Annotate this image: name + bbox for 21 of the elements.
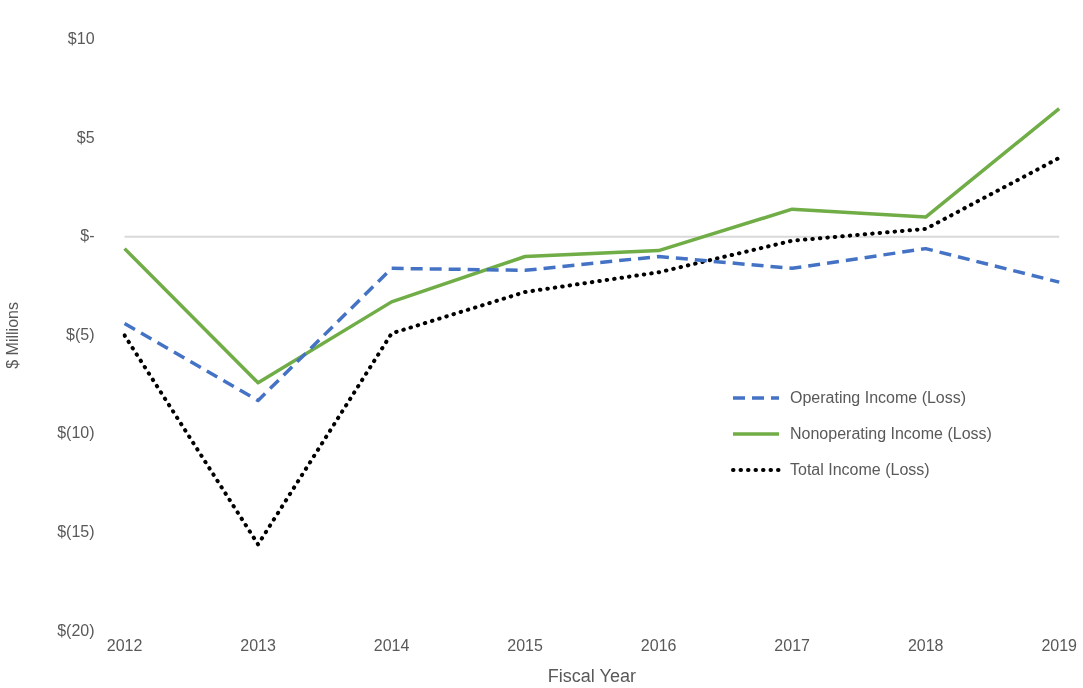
x-tick-label: 2012 (106, 637, 143, 655)
y-tick-label: $(10) (57, 424, 95, 442)
y-tick-label: $- (80, 227, 95, 245)
y-tick-label: $(20) (57, 621, 95, 639)
y-tick-label: $(5) (66, 325, 95, 343)
y-tick-label: $(15) (57, 523, 95, 541)
y-axis-title: $ Millions (4, 302, 22, 369)
legend-label: Operating Income (Loss) (790, 389, 967, 407)
line-series (122, 155, 1062, 547)
x-tick-label: 2016 (640, 637, 677, 655)
x-tick-label: 2013 (240, 637, 276, 655)
x-tick-label: 2017 (774, 637, 811, 655)
x-tick-label: 2015 (507, 637, 544, 655)
legend-label: Nonoperating Income (Loss) (790, 425, 992, 443)
y-tick-label: $10 (67, 30, 95, 48)
y-tick-label: $5 (76, 128, 95, 146)
x-tick-label: 2018 (907, 637, 944, 655)
x-tick-label: 2014 (373, 637, 410, 655)
x-axis-title: Fiscal Year (547, 666, 636, 687)
x-tick-label: 2019 (1041, 637, 1078, 655)
legend-label: Total Income (Loss) (790, 461, 930, 479)
